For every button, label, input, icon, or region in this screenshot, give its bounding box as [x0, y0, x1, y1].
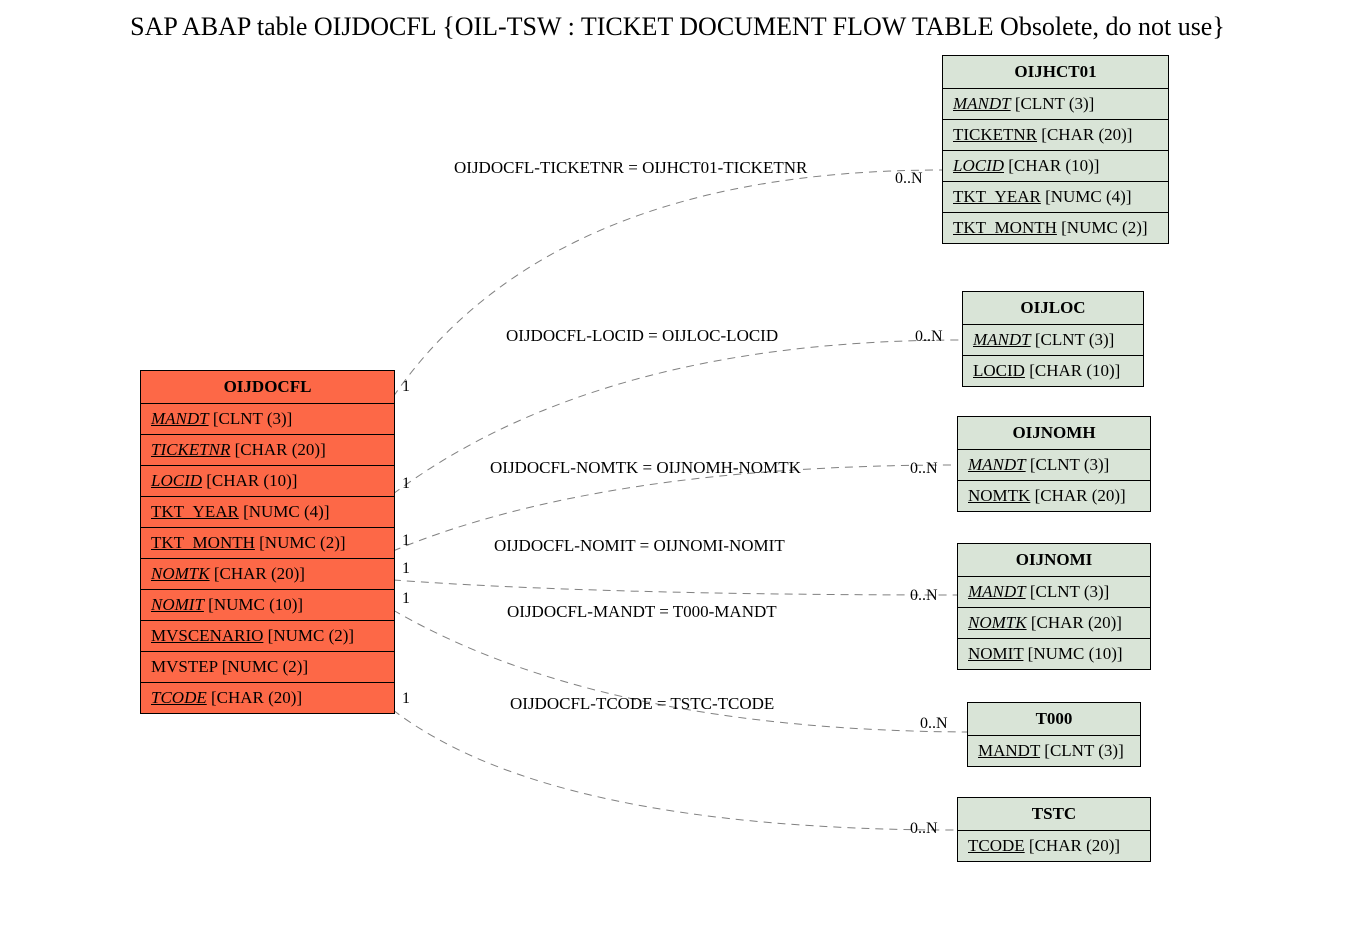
entity-oijnomi: OIJNOMIMANDT [CLNT (3)]NOMTK [CHAR (20)]… [957, 543, 1151, 670]
entity-field: TKT_YEAR [NUMC (4)] [943, 182, 1168, 213]
entity-field: TICKETNR [CHAR (20)] [943, 120, 1168, 151]
entity-field: MVSTEP [NUMC (2)] [141, 652, 394, 683]
cardinality-source: 1 [402, 475, 410, 493]
entity-field: TCODE [CHAR (20)] [958, 831, 1150, 861]
entity-header: OIJNOMI [958, 544, 1150, 577]
edge-label: OIJDOCFL-TCODE = TSTC-TCODE [510, 694, 774, 714]
entity-oijhct01: OIJHCT01MANDT [CLNT (3)]TICKETNR [CHAR (… [942, 55, 1169, 244]
entity-field: MANDT [CLNT (3)] [943, 89, 1168, 120]
entity-header: OIJDOCFL [141, 371, 394, 404]
entity-field: MANDT [CLNT (3)] [141, 404, 394, 435]
cardinality-dest: 0..N [895, 170, 923, 188]
entity-field: TKT_MONTH [NUMC (2)] [943, 213, 1168, 243]
entity-field: LOCID [CHAR (10)] [963, 356, 1143, 386]
cardinality-dest: 0..N [910, 820, 938, 838]
edge-label: OIJDOCFL-NOMTK = OIJNOMH-NOMTK [490, 458, 801, 478]
cardinality-dest: 0..N [920, 715, 948, 733]
cardinality-source: 1 [402, 590, 410, 608]
entity-field: TKT_MONTH [NUMC (2)] [141, 528, 394, 559]
entity-field: MANDT [CLNT (3)] [968, 736, 1140, 766]
entity-header: OIJHCT01 [943, 56, 1168, 89]
cardinality-dest: 0..N [915, 328, 943, 346]
edge-label: OIJDOCFL-MANDT = T000-MANDT [507, 602, 777, 622]
entity-field: MANDT [CLNT (3)] [958, 450, 1150, 481]
entity-field: MANDT [CLNT (3)] [963, 325, 1143, 356]
edge-label: OIJDOCFL-TICKETNR = OIJHCT01-TICKETNR [454, 158, 807, 178]
entity-field: LOCID [CHAR (10)] [141, 466, 394, 497]
cardinality-source: 1 [402, 560, 410, 578]
cardinality-source: 1 [402, 532, 410, 550]
edge-label: OIJDOCFL-LOCID = OIJLOC-LOCID [506, 326, 778, 346]
page-title: SAP ABAP table OIJDOCFL {OIL-TSW : TICKE… [0, 12, 1355, 42]
entity-field: TKT_YEAR [NUMC (4)] [141, 497, 394, 528]
entity-field: MANDT [CLNT (3)] [958, 577, 1150, 608]
entity-field: NOMIT [NUMC (10)] [958, 639, 1150, 669]
entity-field: TICKETNR [CHAR (20)] [141, 435, 394, 466]
cardinality-dest: 0..N [910, 587, 938, 605]
cardinality-source: 1 [402, 690, 410, 708]
entity-oijdocfl: OIJDOCFLMANDT [CLNT (3)]TICKETNR [CHAR (… [140, 370, 395, 714]
entity-oijloc: OIJLOCMANDT [CLNT (3)]LOCID [CHAR (10)] [962, 291, 1144, 387]
entity-field: LOCID [CHAR (10)] [943, 151, 1168, 182]
entity-field: TCODE [CHAR (20)] [141, 683, 394, 713]
entity-tstc: TSTCTCODE [CHAR (20)] [957, 797, 1151, 862]
entity-field: NOMTK [CHAR (20)] [958, 608, 1150, 639]
entity-field: NOMTK [CHAR (20)] [958, 481, 1150, 511]
entity-field: NOMTK [CHAR (20)] [141, 559, 394, 590]
entity-field: MVSCENARIO [NUMC (2)] [141, 621, 394, 652]
entity-t000: T000MANDT [CLNT (3)] [967, 702, 1141, 767]
cardinality-dest: 0..N [910, 460, 938, 478]
entity-oijnomh: OIJNOMHMANDT [CLNT (3)]NOMTK [CHAR (20)] [957, 416, 1151, 512]
entity-header: OIJLOC [963, 292, 1143, 325]
entity-header: TSTC [958, 798, 1150, 831]
edge-label: OIJDOCFL-NOMIT = OIJNOMI-NOMIT [494, 536, 785, 556]
entity-header: T000 [968, 703, 1140, 736]
cardinality-source: 1 [402, 378, 410, 396]
entity-field: NOMIT [NUMC (10)] [141, 590, 394, 621]
entity-header: OIJNOMH [958, 417, 1150, 450]
